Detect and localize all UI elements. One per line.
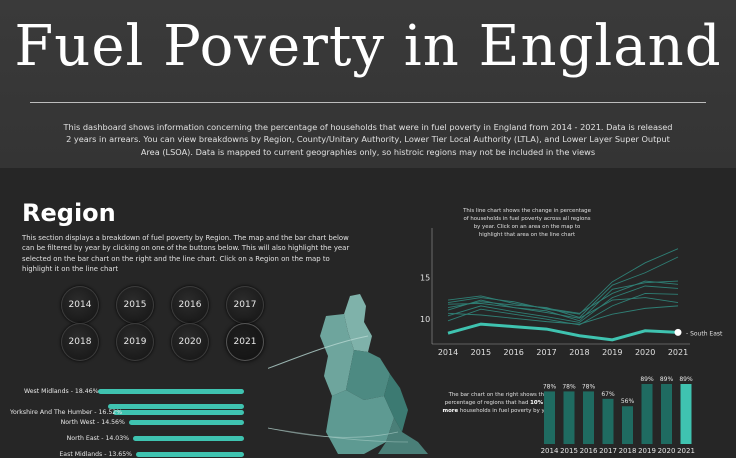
year-button-2021[interactable]: 2021 [226, 323, 264, 361]
year-button-2018[interactable]: 2018 [61, 323, 99, 361]
page-title: Fuel Poverty in England [14, 14, 722, 79]
bar-category-label: 2019 [638, 447, 656, 454]
bar-chart-note-bold: 10% or more [442, 399, 552, 414]
region-bar-label: North East - 14.03% [66, 435, 130, 442]
map-callout-line [268, 335, 369, 369]
x-tick-label: 2016 [504, 348, 524, 357]
title-divider [30, 102, 706, 103]
region-map[interactable] [268, 292, 458, 454]
bar-category-label: 2016 [580, 447, 598, 454]
y-tick-label: 10 [420, 315, 430, 324]
y-tick-label: 15 [420, 274, 430, 283]
x-tick-label: 2014 [438, 348, 458, 357]
x-tick-label: 2018 [569, 348, 589, 357]
bar-category-label: 2021 [677, 447, 695, 454]
x-tick-label: 2019 [602, 348, 622, 357]
region-series-line[interactable] [447, 297, 679, 319]
region-series-line[interactable] [447, 293, 679, 326]
dashboard-description: This dashboard shows information concern… [63, 122, 673, 157]
region-bar[interactable] [98, 389, 244, 394]
bar-chart-note: The bar chart on the right shows the per… [442, 392, 554, 415]
region-series-line[interactable] [447, 305, 679, 325]
x-tick-label: 2020 [635, 348, 655, 357]
bar-data-label: 56% [621, 398, 635, 405]
line-chart-note: This line chart shows the change in perc… [463, 208, 591, 238]
bar-data-label: 89% [679, 376, 693, 383]
year-button-2017[interactable]: 2017 [226, 286, 264, 324]
year-bar[interactable] [641, 384, 653, 444]
map-region-yorkshire[interactable] [346, 350, 390, 400]
bar-category-label: 2018 [619, 447, 637, 454]
bar-data-label: 89% [640, 376, 654, 383]
x-tick-label: 2021 [668, 348, 688, 357]
highlighted-series-endpoint[interactable] [674, 328, 682, 336]
bar-data-label: 89% [660, 376, 674, 383]
year-bar[interactable] [622, 406, 633, 444]
year-button-2016[interactable]: 2016 [171, 286, 209, 324]
bar-data-label: 78% [543, 383, 557, 390]
year-button-2019[interactable]: 2019 [116, 323, 154, 361]
year-button-2014[interactable]: 2014 [61, 286, 99, 324]
region-bar[interactable] [107, 404, 244, 409]
map-region-midlands[interactable] [326, 390, 394, 454]
region-bar-label: Yorkshire And The Humber - 16.52% [10, 409, 123, 416]
region-section-description: This section displays a breakdown of fue… [22, 234, 350, 274]
header-banner: Fuel Poverty in England This dashboard s… [0, 0, 736, 168]
bar-category-label: 2014 [541, 447, 559, 454]
fuel-poverty-line-chart[interactable]: 10 15 2014 2015 2016 2017 2018 2019 2020 2021 - So… [418, 220, 736, 360]
region-series-line[interactable] [447, 256, 679, 318]
bar-chart-note-text: The bar chart on the right shows the per… [444, 392, 548, 406]
region-bar-label: West Midlands - 18.46% [24, 388, 99, 395]
region-bar[interactable] [113, 410, 244, 415]
x-tick-label: 2017 [536, 348, 556, 357]
year-button-2020[interactable]: 2020 [171, 323, 209, 361]
highlighted-series-label: - South East [686, 330, 723, 337]
year-bar[interactable] [661, 384, 672, 444]
bar-data-label: 67% [601, 391, 615, 398]
year-bar[interactable] [602, 398, 614, 444]
year-bar[interactable] [680, 384, 692, 444]
region-bar[interactable] [133, 436, 244, 441]
map-region-north-west[interactable] [320, 314, 354, 396]
year-bar[interactable] [544, 391, 555, 444]
bar-category-label: 2020 [658, 447, 676, 454]
region-series-line[interactable] [447, 285, 679, 323]
region-series-line[interactable] [447, 248, 679, 315]
bar-data-label: 78% [582, 383, 596, 390]
year-bar[interactable] [563, 391, 575, 444]
bar-category-label: 2015 [560, 447, 578, 454]
year-bar[interactable] [583, 391, 594, 444]
regions-over-10pct-bar-chart[interactable]: 78% 2014 78% 2015 78% 2016 67% 2017 56% 2018 89% 20… [538, 368, 736, 454]
region-bar-label: North West - 14.56% [60, 419, 125, 426]
bar-chart-note-text-end: households in fuel poverty by year [458, 407, 554, 414]
region-bar[interactable] [128, 420, 244, 425]
map-callout-line [268, 427, 409, 443]
map-region-east[interactable] [384, 374, 408, 432]
bar-category-label: 2017 [599, 447, 617, 454]
highlighted-series-line[interactable] [447, 322, 679, 342]
region-bar[interactable] [136, 452, 244, 457]
map-region-south[interactable] [378, 418, 428, 454]
year-button-2015[interactable]: 2015 [116, 286, 154, 324]
map-region-north-east[interactable] [344, 294, 372, 352]
region-series-line[interactable] [447, 280, 679, 314]
region-section-title: Region [22, 199, 116, 227]
bar-data-label: 78% [562, 383, 576, 390]
x-tick-label: 2015 [471, 348, 491, 357]
region-bar-label: East Midlands - 13.65% [59, 451, 133, 458]
